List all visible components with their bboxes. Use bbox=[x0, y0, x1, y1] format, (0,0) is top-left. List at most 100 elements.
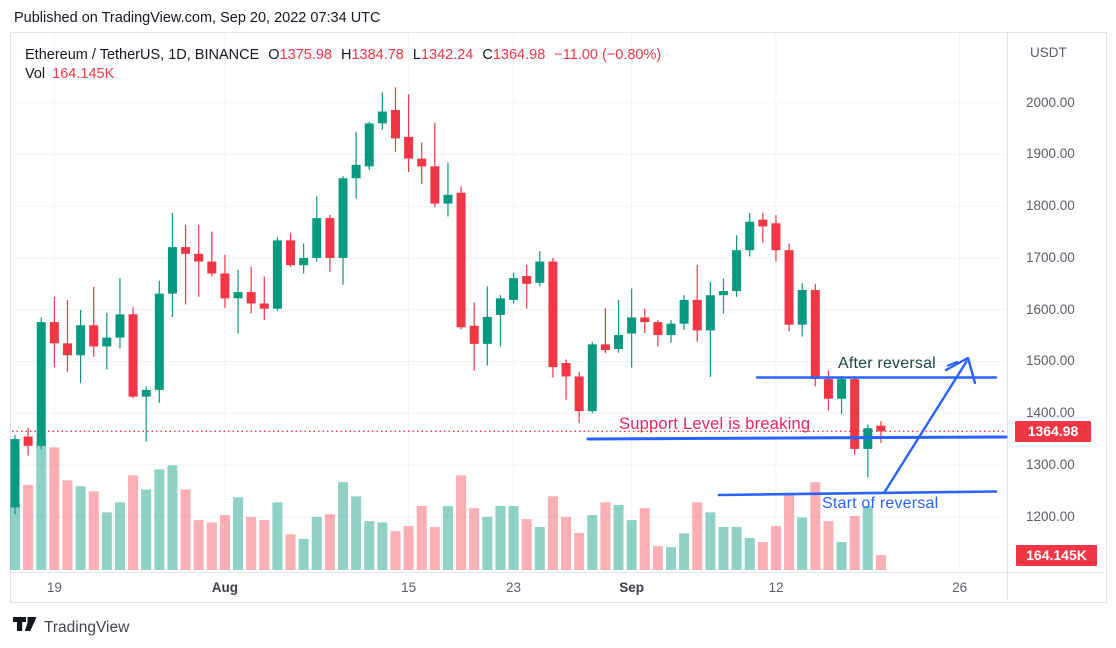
candle[interactable] bbox=[220, 273, 230, 299]
candle[interactable] bbox=[535, 261, 545, 283]
candle[interactable] bbox=[76, 325, 86, 356]
candle[interactable] bbox=[718, 291, 728, 296]
volume-bar bbox=[246, 516, 257, 570]
symbol-title[interactable]: Ethereum / TetherUS, 1D, BINANCE bbox=[25, 47, 260, 63]
candle[interactable] bbox=[640, 317, 650, 323]
candle[interactable] bbox=[299, 257, 309, 266]
reversal-arrow-head[interactable] bbox=[944, 356, 977, 385]
candle[interactable] bbox=[351, 164, 361, 179]
candle[interactable] bbox=[154, 293, 164, 390]
volume-bar bbox=[390, 531, 401, 570]
close-label: C bbox=[482, 47, 493, 63]
volume-bar bbox=[456, 475, 467, 570]
candle[interactable] bbox=[49, 322, 59, 344]
candle[interactable] bbox=[259, 303, 269, 309]
candle[interactable] bbox=[430, 166, 440, 204]
after-reversal-label[interactable]: After reversal bbox=[838, 355, 936, 372]
candle[interactable] bbox=[469, 325, 479, 344]
candle[interactable] bbox=[705, 295, 715, 331]
candle[interactable] bbox=[495, 298, 505, 315]
chart-panel bbox=[10, 32, 1107, 603]
candle[interactable] bbox=[181, 247, 191, 254]
candle[interactable] bbox=[745, 221, 755, 251]
candle[interactable] bbox=[377, 111, 387, 124]
volume-bar bbox=[469, 508, 480, 570]
candle[interactable] bbox=[679, 299, 689, 324]
start-of-reversal-label[interactable]: Start of reversal bbox=[822, 495, 939, 512]
candle[interactable] bbox=[325, 218, 335, 258]
candle[interactable] bbox=[850, 379, 860, 449]
candle[interactable] bbox=[600, 344, 610, 351]
candle[interactable] bbox=[23, 436, 33, 446]
candle[interactable] bbox=[587, 344, 597, 412]
volume-bar bbox=[416, 505, 427, 570]
candle[interactable] bbox=[390, 109, 400, 139]
candle[interactable] bbox=[548, 261, 558, 368]
candle[interactable] bbox=[666, 323, 676, 336]
volume-bar bbox=[770, 526, 781, 570]
price-tick-label: 1200.00 bbox=[1026, 508, 1075, 524]
candle[interactable] bbox=[404, 136, 414, 159]
candle[interactable] bbox=[574, 376, 584, 412]
candle[interactable] bbox=[62, 343, 72, 356]
time-tick-label: 15 bbox=[401, 580, 417, 595]
candle[interactable] bbox=[102, 337, 112, 347]
candle[interactable] bbox=[10, 439, 20, 508]
volume-axis-label: 164.145K bbox=[1016, 545, 1097, 566]
candle[interactable] bbox=[167, 247, 177, 294]
candle[interactable] bbox=[141, 389, 151, 397]
time-axis-separator bbox=[11, 572, 1105, 573]
candle[interactable] bbox=[36, 322, 46, 446]
candle[interactable] bbox=[810, 290, 820, 380]
candle[interactable] bbox=[233, 292, 243, 299]
candle[interactable] bbox=[194, 253, 204, 262]
support-breaking-label[interactable]: Support Level is breaking bbox=[619, 415, 811, 433]
candle[interactable] bbox=[614, 335, 624, 350]
candle[interactable] bbox=[246, 292, 256, 304]
candle[interactable] bbox=[758, 219, 768, 227]
volume-bar bbox=[534, 526, 545, 570]
candle[interactable] bbox=[482, 316, 492, 344]
candle[interactable] bbox=[115, 314, 125, 338]
candle[interactable] bbox=[823, 379, 833, 399]
open-value: 1375.98 bbox=[279, 47, 332, 63]
start-reversal-level-line[interactable] bbox=[717, 490, 998, 497]
volume-bar bbox=[259, 520, 270, 570]
volume-bar bbox=[377, 522, 388, 570]
volume-bar bbox=[233, 497, 244, 570]
volume-bar bbox=[547, 496, 558, 570]
price-tick-label: 1700.00 bbox=[1026, 249, 1075, 265]
reversal-arrow-connector[interactable] bbox=[946, 360, 959, 367]
volume-bar bbox=[587, 515, 598, 570]
candle[interactable] bbox=[286, 240, 296, 266]
candle[interactable] bbox=[653, 322, 663, 336]
volume-bar bbox=[101, 512, 112, 570]
candle[interactable] bbox=[338, 178, 348, 258]
candle[interactable] bbox=[627, 317, 637, 334]
candle[interactable] bbox=[128, 314, 138, 397]
candle[interactable] bbox=[837, 379, 847, 399]
candle[interactable] bbox=[692, 299, 702, 331]
candle[interactable] bbox=[522, 276, 532, 284]
candle[interactable] bbox=[509, 278, 519, 300]
candle[interactable] bbox=[732, 250, 742, 292]
support-level-line[interactable] bbox=[586, 435, 1008, 441]
reversal-arrow-shaft[interactable] bbox=[882, 360, 968, 495]
tradingview-brand-text[interactable]: TradingView bbox=[44, 619, 130, 636]
candle[interactable] bbox=[771, 223, 781, 251]
candle[interactable] bbox=[364, 123, 374, 167]
candle[interactable] bbox=[876, 425, 886, 432]
candle[interactable] bbox=[561, 363, 571, 377]
candle[interactable] bbox=[797, 290, 807, 325]
candle[interactable] bbox=[312, 218, 322, 258]
candle[interactable] bbox=[784, 250, 794, 325]
candle[interactable] bbox=[417, 158, 427, 167]
candle[interactable] bbox=[272, 240, 282, 309]
candle[interactable] bbox=[456, 192, 466, 328]
candle[interactable] bbox=[89, 325, 99, 347]
volume-bar bbox=[626, 520, 637, 570]
price-tick-label: 1600.00 bbox=[1026, 301, 1075, 317]
candle[interactable] bbox=[443, 194, 453, 204]
candle[interactable] bbox=[207, 261, 217, 274]
